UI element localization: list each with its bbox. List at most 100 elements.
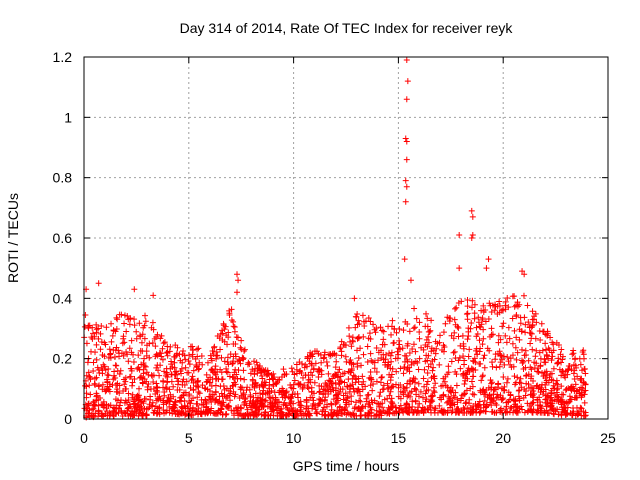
data-point: [377, 324, 384, 331]
data-point: [334, 412, 341, 419]
data-point: [168, 361, 175, 368]
data-point: [409, 398, 416, 405]
data-point: [369, 399, 376, 406]
data-point: [86, 407, 93, 414]
data-point: [516, 397, 523, 404]
data-point: [469, 373, 476, 380]
data-point: [178, 403, 185, 410]
data-point: [283, 389, 290, 396]
data-point: [400, 327, 407, 334]
data-point: [559, 406, 566, 413]
data-point: [448, 409, 455, 416]
data-point: [157, 395, 164, 402]
data-point: [187, 400, 194, 407]
data-point: [237, 384, 244, 391]
data-point: [348, 398, 355, 405]
data-point: [116, 371, 123, 378]
data-point: [480, 302, 487, 309]
data-point: [521, 386, 528, 393]
data-point: [385, 359, 392, 366]
data-point: [143, 378, 150, 385]
data-point: [541, 409, 548, 416]
data-point: [172, 398, 179, 405]
data-point: [177, 398, 184, 405]
data-point: [93, 341, 100, 348]
data-point: [104, 371, 111, 378]
data-point: [251, 384, 258, 391]
data-point: [366, 330, 373, 337]
data-point: [294, 390, 301, 397]
data-point: [203, 400, 210, 407]
data-point: [558, 399, 565, 406]
data-point: [310, 397, 317, 404]
data-point: [217, 408, 224, 415]
data-point: [416, 400, 423, 407]
data-point: [133, 409, 140, 416]
data-point: [182, 405, 189, 412]
data-point: [315, 350, 322, 357]
data-point: [582, 381, 589, 388]
data-point: [359, 373, 366, 380]
data-point: [472, 406, 479, 413]
data-point: [573, 394, 580, 401]
data-point: [468, 304, 475, 311]
data-point: [550, 365, 557, 372]
data-point: [311, 379, 318, 386]
data-point: [424, 357, 431, 364]
data-point: [559, 368, 566, 375]
data-point: [457, 365, 464, 372]
data-point: [465, 353, 472, 360]
data-point: [461, 381, 468, 388]
data-point: [427, 327, 434, 334]
data-point: [430, 387, 437, 394]
data-point: [489, 302, 496, 309]
data-point: [323, 381, 330, 388]
data-point: [171, 404, 178, 411]
data-point: [463, 387, 470, 394]
data-point: [431, 407, 438, 414]
data-point: [373, 368, 380, 375]
data-point: [578, 412, 585, 419]
data-point: [411, 305, 418, 312]
data-point: [213, 355, 220, 362]
data-point: [230, 340, 237, 347]
data-point: [581, 365, 588, 372]
data-point: [149, 339, 156, 346]
data-point: [118, 408, 125, 415]
data-point: [164, 407, 170, 414]
data-point: [481, 352, 488, 359]
data-point: [454, 405, 461, 412]
data-point: [224, 354, 231, 361]
data-point: [576, 355, 583, 362]
data-point: [114, 316, 121, 323]
data-point: [419, 394, 426, 401]
data-point: [432, 380, 439, 387]
data-point: [110, 327, 117, 334]
data-point: [397, 346, 404, 353]
data-point: [426, 402, 433, 409]
data-point: [569, 351, 576, 358]
data-point: [487, 377, 494, 384]
data-point: [136, 374, 143, 381]
data-point: [388, 349, 395, 356]
data-point: [485, 256, 492, 263]
data-point: [501, 361, 508, 368]
data-point: [208, 383, 215, 390]
data-point: [161, 368, 168, 375]
data-point: [337, 403, 344, 410]
chart-title: Day 314 of 2014, Rate Of TEC Index for r…: [180, 20, 514, 36]
data-point: [523, 380, 530, 387]
data-point: [460, 370, 467, 377]
data-point: [554, 393, 561, 400]
data-point: [360, 351, 367, 358]
data-point: [336, 366, 343, 373]
data-point: [441, 378, 448, 385]
data-point: [425, 333, 432, 340]
data-point: [250, 358, 257, 365]
data-point: [330, 396, 337, 403]
data-point: [418, 344, 425, 351]
data-point: [410, 408, 417, 415]
data-point: [253, 404, 260, 411]
data-point: [94, 364, 101, 371]
data-point: [413, 386, 420, 393]
